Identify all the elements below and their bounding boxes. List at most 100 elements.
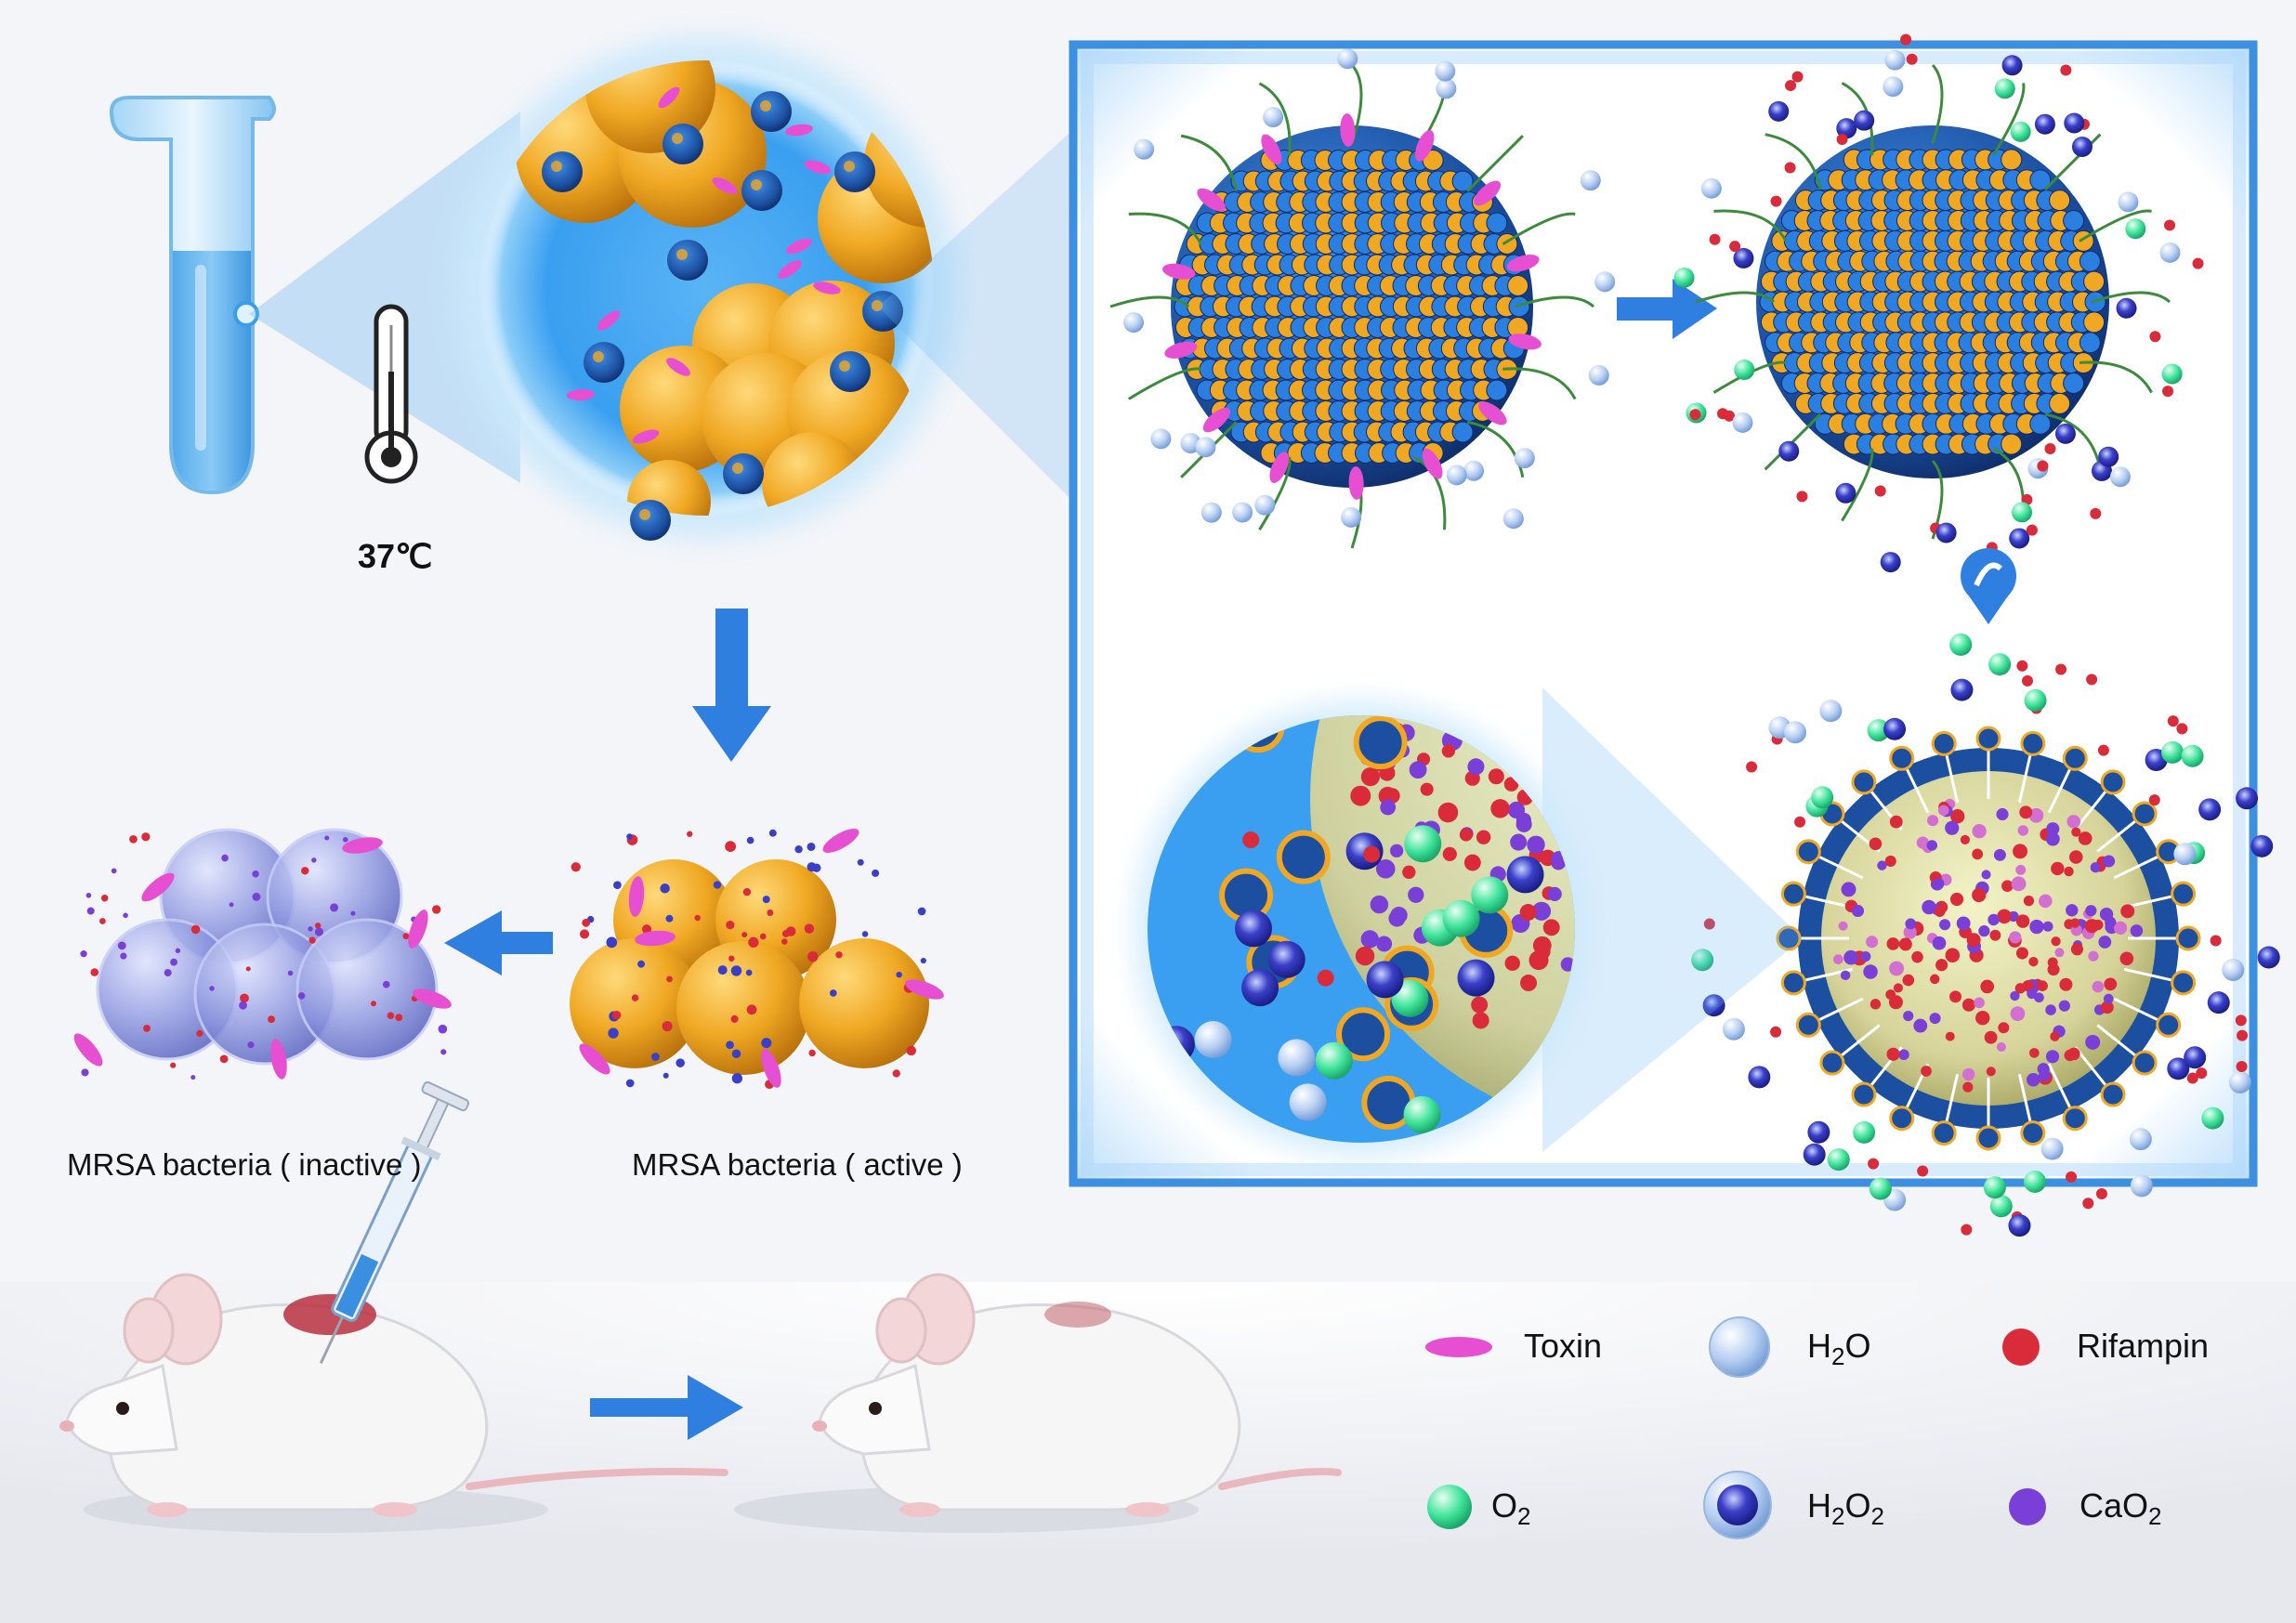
shell-bead (2175, 925, 2201, 951)
molecule (2149, 331, 2161, 343)
polymer-chain (1931, 63, 1944, 144)
molecule (1900, 33, 1912, 46)
bead (2001, 433, 2023, 455)
molecule (2159, 242, 2181, 263)
particle (117, 941, 126, 950)
core-particle (2066, 815, 2081, 829)
bead (2079, 250, 2101, 272)
particle (123, 912, 128, 919)
molecule (1835, 482, 1856, 504)
nanoparticle-highlight (551, 161, 562, 172)
molecule (1880, 552, 1901, 573)
molecule (1796, 491, 1808, 503)
molecule (1341, 506, 1362, 528)
nanoparticle-highlight (676, 249, 688, 260)
released-molecule (1748, 1066, 1771, 1089)
core-particle (1378, 786, 1397, 805)
toxin (270, 1039, 287, 1080)
core-particle (1956, 916, 1971, 931)
core-particle (1926, 840, 1938, 851)
particle (626, 833, 633, 840)
particle (807, 842, 816, 851)
released-molecule (1702, 994, 1725, 1017)
bead (2063, 210, 2085, 231)
core-particle (1504, 955, 1520, 972)
released-molecule (2086, 674, 2098, 686)
core-particle (2066, 904, 2079, 917)
toxin (141, 872, 175, 902)
molecule (1123, 312, 1145, 334)
core-particle (2015, 864, 2027, 875)
particle (625, 1079, 635, 1088)
released-molecule (2148, 794, 2160, 806)
core-particle (2085, 905, 2097, 917)
bead (2079, 332, 2101, 354)
molecule (1435, 60, 1456, 82)
particle (99, 918, 106, 924)
shell-bead (2020, 730, 2046, 756)
released-molecule (1703, 918, 1715, 930)
core-particle (2047, 957, 2058, 968)
core-particle (2019, 805, 2033, 819)
molecule (1854, 110, 1875, 131)
toxin (1162, 263, 1196, 280)
particle (308, 936, 316, 944)
nanoparticle-highlight (593, 351, 604, 362)
core-particle (1984, 1030, 1998, 1044)
core-particle (2103, 993, 2114, 1004)
molecule (1689, 409, 1701, 421)
core-particle (1937, 805, 1949, 817)
panel-right-arrow (1617, 279, 1717, 339)
released-molecule (1917, 1165, 1929, 1177)
core-particle (1998, 1022, 2010, 1034)
core-particle (1877, 860, 1887, 870)
core-particle (2028, 807, 2044, 823)
molecule (1673, 267, 1695, 288)
toxin (1197, 188, 1226, 212)
shell-bead (1336, 1007, 1391, 1062)
core-particle (2001, 880, 2014, 892)
particle (314, 923, 321, 929)
core-particle (1903, 925, 1917, 939)
toxin (813, 281, 841, 294)
core-particle (1945, 1031, 1955, 1041)
core-particle (2045, 831, 2060, 846)
molecule (1519, 904, 1537, 922)
core-particle (1507, 801, 1526, 819)
shell-bead (2156, 1012, 2182, 1038)
released-molecule (1961, 1224, 1973, 1236)
core-particle (1510, 833, 1528, 851)
core-particle (2093, 919, 2104, 931)
core-particle (1935, 959, 1948, 972)
polymer-chain (1713, 209, 1788, 242)
released-molecule (2082, 1198, 2094, 1210)
molecule (2116, 297, 2137, 319)
core-particle (1869, 837, 1883, 851)
particle (129, 834, 138, 844)
core-particle (1380, 799, 1397, 816)
core-particle (2105, 916, 2117, 928)
core-particle (2104, 977, 2118, 991)
molecule (1134, 138, 1155, 160)
shell-bead (2132, 1050, 2158, 1076)
nanoparticle-highlight (839, 360, 850, 372)
core-particle (2045, 1050, 2060, 1064)
particle (308, 926, 313, 932)
core-particle (2071, 827, 2081, 837)
particle (808, 1049, 816, 1057)
core-particle (1437, 802, 1459, 823)
particle (219, 1054, 229, 1064)
molecule (2026, 524, 2038, 536)
toxin (786, 238, 812, 255)
core-particle (1996, 1041, 2006, 1052)
particle (759, 933, 767, 940)
nanoparticle-highlight (760, 100, 771, 111)
cao2-legend-icon (2009, 1488, 2046, 1525)
released-molecule (2257, 946, 2280, 969)
toxin (73, 1033, 103, 1067)
core-particle (2100, 1001, 2114, 1014)
released-molecule (2066, 1171, 2078, 1183)
core-particle (1542, 919, 1560, 936)
nanoparticle (630, 500, 671, 541)
released-molecule (1989, 1195, 2013, 1218)
